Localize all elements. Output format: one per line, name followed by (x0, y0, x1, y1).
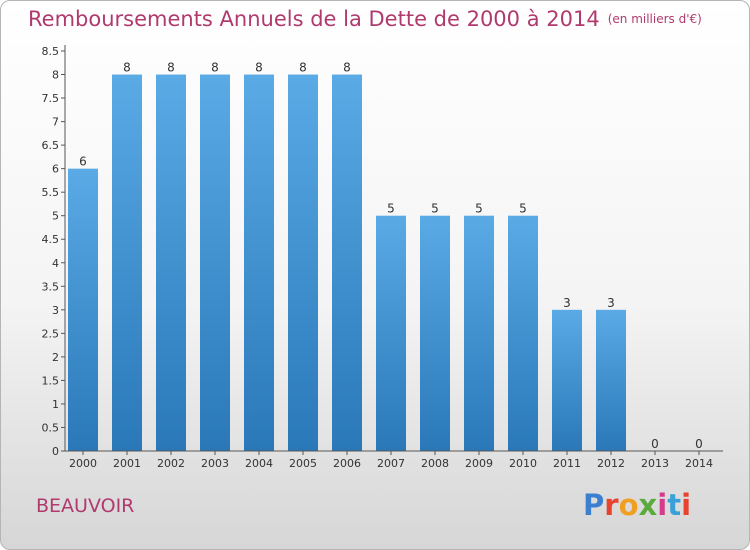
y-tick-label: 8 (52, 69, 59, 82)
y-tick-label: 2 (52, 351, 59, 364)
axes-group (64, 45, 723, 452)
value-label: 8 (211, 61, 219, 75)
value-label: 0 (651, 437, 659, 451)
y-tick-label: 3.5 (42, 280, 60, 293)
x-tick-label: 2008 (421, 457, 449, 470)
brand-letter: x (638, 488, 658, 522)
brand-letter: P (583, 488, 605, 522)
bar-2012 (596, 309, 626, 451)
brand-logo: Proxiti (583, 488, 691, 522)
brand-letter: i (657, 488, 668, 522)
x-tick-label: 2009 (465, 457, 493, 470)
x-tick-label: 2005 (289, 457, 317, 470)
y-tick-label: 8.5 (42, 45, 60, 58)
x-tick-label: 2014 (685, 457, 713, 470)
x-tick-label: 2001 (113, 457, 141, 470)
bar-2006 (332, 74, 362, 451)
bar-2002 (156, 74, 186, 451)
x-tick-label: 2010 (509, 457, 537, 470)
bar-2007 (376, 215, 406, 451)
y-tick-label: 4 (52, 257, 59, 270)
value-label: 5 (431, 202, 439, 216)
commune-name: BEAUVOIR (36, 495, 135, 517)
bar-2008 (420, 215, 450, 451)
value-label: 8 (299, 61, 307, 75)
value-label: 8 (167, 61, 175, 75)
value-label: 8 (255, 61, 263, 75)
data-labels: 6 8 8 8 8 8 8 5 5 5 5 3 3 0 0 (79, 61, 703, 451)
y-axis-ticks: 0 0.5 1 1.5 2 2.5 3 3.5 4 4.5 5 5.5 6 6.5 7 7.5 8 8.5 (42, 45, 65, 458)
bars-group (68, 74, 626, 451)
y-tick-label: 1.5 (42, 374, 60, 387)
value-label: 0 (695, 437, 703, 451)
x-axis-ticks: 2000 2001 2002 2003 2004 2005 2006 2007 2008 2009… (69, 451, 713, 470)
x-tick-label: 2013 (641, 457, 669, 470)
brand-letter: r (604, 488, 619, 522)
y-tick-label: 6.5 (42, 139, 60, 152)
bar-2001 (112, 74, 142, 451)
y-tick-label: 7.5 (42, 92, 60, 105)
value-label: 5 (387, 202, 395, 216)
x-tick-label: 2007 (377, 457, 405, 470)
chart-unit: (en milliers d'€) (607, 12, 702, 26)
bar-2003 (200, 74, 230, 451)
value-label: 8 (123, 61, 131, 75)
y-tick-label: 6 (52, 163, 59, 176)
y-tick-label: 4.5 (42, 233, 60, 246)
x-tick-label: 2004 (245, 457, 273, 470)
bar-2004 (244, 74, 274, 451)
bar-2011 (552, 309, 582, 451)
x-tick-label: 2006 (333, 457, 361, 470)
y-tick-label: 2.5 (42, 327, 60, 340)
value-label: 8 (343, 61, 351, 75)
y-tick-label: 0.5 (42, 421, 60, 434)
brand-letter: i (681, 488, 692, 522)
value-label: 3 (563, 296, 571, 310)
y-tick-label: 7 (52, 116, 59, 129)
y-tick-label: 1 (52, 398, 59, 411)
value-label: 5 (475, 202, 483, 216)
chart-title-text: Remboursements Annuels de la Dette de 20… (28, 7, 600, 31)
y-tick-label: 3 (52, 304, 59, 317)
value-label: 5 (519, 202, 527, 216)
x-tick-label: 2011 (553, 457, 581, 470)
chart-title: Remboursements Annuels de la Dette de 20… (28, 7, 702, 31)
y-tick-label: 5 (52, 210, 59, 223)
value-label: 3 (607, 296, 615, 310)
x-tick-label: 2003 (201, 457, 229, 470)
bar-2009 (464, 215, 494, 451)
brand-letter: o (618, 488, 639, 522)
bar-2000 (68, 168, 98, 451)
x-tick-label: 2002 (157, 457, 185, 470)
y-tick-label: 5.5 (42, 186, 60, 199)
bar-2005 (288, 74, 318, 451)
x-tick-label: 2012 (597, 457, 625, 470)
y-tick-label: 0 (52, 445, 59, 458)
value-label: 6 (79, 155, 87, 169)
bar-2010 (508, 215, 538, 451)
brand-letter: t (667, 488, 682, 522)
x-tick-label: 2000 (69, 457, 97, 470)
